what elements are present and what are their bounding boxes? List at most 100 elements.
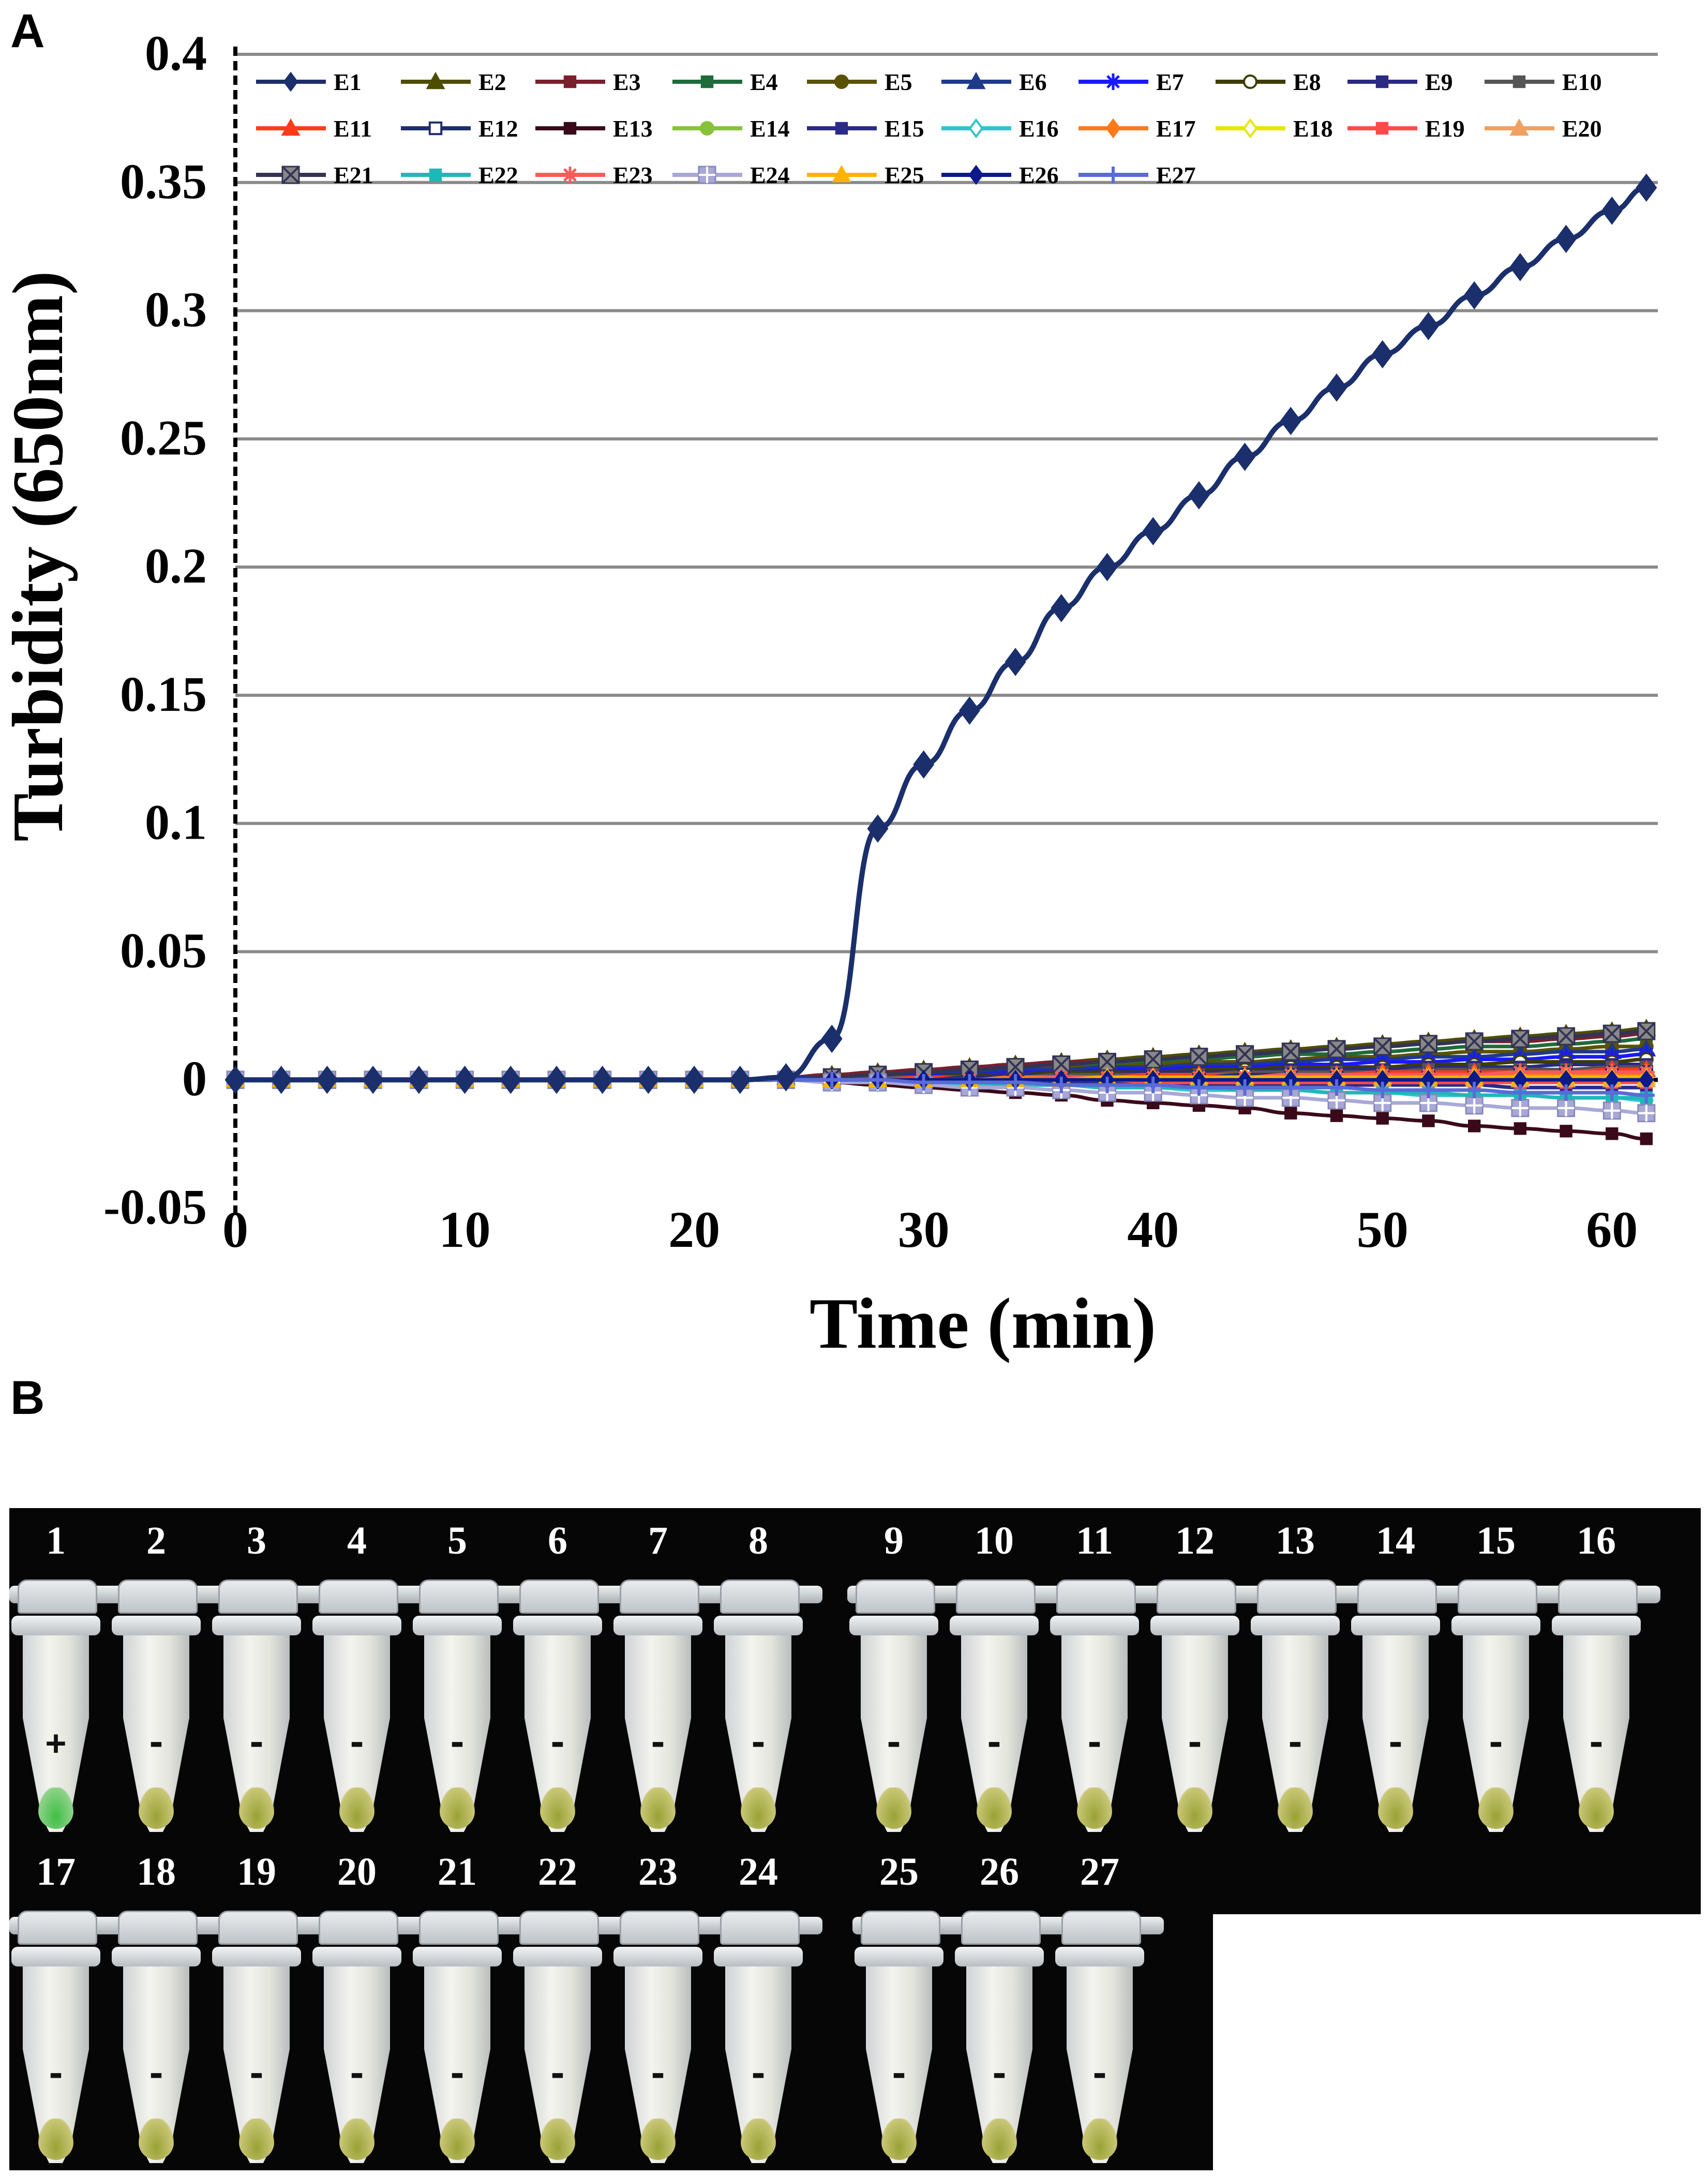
tube-17: 17 - xyxy=(11,1850,100,2170)
tube-ring xyxy=(112,1947,201,1966)
tube-16: 16 - xyxy=(1552,1518,1641,1839)
tube-cap xyxy=(319,1579,398,1614)
legend-label: E13 xyxy=(613,115,653,142)
tube-pellet xyxy=(977,1787,1012,1829)
tube-result-sign: - xyxy=(1285,1723,1306,1763)
legend-label: E26 xyxy=(1019,162,1059,188)
data-point xyxy=(913,750,935,779)
tube-ring xyxy=(212,1947,301,1966)
legend-label: E24 xyxy=(750,162,790,188)
series-E1 xyxy=(224,173,1657,1094)
tube-result-sign: - xyxy=(447,1723,468,1763)
legend-label: E15 xyxy=(885,115,924,142)
series-lines xyxy=(224,173,1657,1145)
data-point xyxy=(637,1065,659,1094)
tube-cap xyxy=(1357,1579,1437,1614)
data-point xyxy=(271,1065,292,1094)
data-point xyxy=(1053,1077,1070,1094)
data-point xyxy=(1602,1024,1621,1043)
tube-result-sign: - xyxy=(1185,1723,1205,1763)
legend-marker xyxy=(1105,167,1121,183)
legend-marker xyxy=(834,74,849,89)
turbidity-chart: -0.05 0 0.05 0.1 0.15 0.2 0.25 0.3 0.35 0.4 0 10 20 3… xyxy=(0,25,1658,1364)
data-point xyxy=(1326,373,1347,402)
legend-label: E16 xyxy=(1019,115,1059,142)
tube-number: 8 xyxy=(748,1519,768,1562)
legend-marker xyxy=(1243,74,1257,89)
tube-13: 13 - xyxy=(1251,1518,1340,1839)
legend-marker xyxy=(563,122,577,135)
tube-pellet xyxy=(239,2119,274,2160)
data-point xyxy=(1422,1114,1435,1127)
tube-ring xyxy=(11,1616,100,1635)
tube-result-sign: - xyxy=(547,1723,568,1763)
data-point xyxy=(1142,517,1164,546)
tube-number: 2 xyxy=(146,1519,166,1562)
tube-pellet xyxy=(982,2119,1017,2160)
tube-number: 5 xyxy=(447,1519,467,1562)
tube-ring xyxy=(855,1947,943,1966)
y-tick-label: 0.2 xyxy=(145,538,207,593)
data-point xyxy=(729,1065,751,1094)
legend-entry-E20: E20 xyxy=(1485,115,1602,142)
x-tick-label: 0 xyxy=(222,1201,248,1258)
y-tick-label: -0.05 xyxy=(103,1179,207,1234)
tube-pellet xyxy=(339,1787,374,1829)
tube-pellet xyxy=(881,2119,917,2160)
data-point xyxy=(500,1065,521,1094)
data-point xyxy=(1511,1030,1530,1048)
data-point xyxy=(1466,1082,1483,1099)
legend-marker xyxy=(281,118,301,136)
panel-a-label: A xyxy=(10,5,45,57)
legend-marker xyxy=(429,168,442,182)
data-point xyxy=(1376,1112,1389,1125)
data-point xyxy=(1637,1022,1656,1040)
legend-entry-E16: E16 xyxy=(941,115,1059,142)
legend-marker xyxy=(563,75,577,88)
tube-ring xyxy=(312,1616,401,1635)
tube-ring xyxy=(312,1947,401,1966)
data-point xyxy=(316,1065,338,1094)
data-point xyxy=(683,1065,705,1094)
legend-entry-E21: E21 xyxy=(256,162,373,188)
tube-ring xyxy=(1050,1616,1139,1635)
tube-number: 25 xyxy=(879,1850,919,1894)
tube-ring xyxy=(413,1616,502,1635)
data-point xyxy=(1511,1084,1529,1101)
y-axis-title: Turbidity (650nm) xyxy=(0,271,78,841)
data-point xyxy=(823,1071,841,1089)
legend-entry-E23: E23 xyxy=(535,162,653,188)
legend-entry-E4: E4 xyxy=(672,69,778,95)
tube-cap xyxy=(1558,1579,1638,1614)
tube-7: 7- xyxy=(613,1518,702,1839)
x-tick-label: 60 xyxy=(1586,1201,1638,1258)
tube-result-sign: - xyxy=(648,2054,668,2094)
data-point xyxy=(958,696,980,725)
tube-cap xyxy=(1056,1579,1136,1614)
tube-cap xyxy=(861,1911,940,1945)
tube-cap xyxy=(118,1911,198,1945)
y-tick-label: 0 xyxy=(182,1051,207,1106)
tube-number: 11 xyxy=(1076,1519,1113,1562)
legend-label: E11 xyxy=(334,115,372,142)
legend-label: E23 xyxy=(613,162,653,188)
legend-label: E4 xyxy=(750,69,778,95)
x-tick-label: 10 xyxy=(439,1201,491,1258)
legend-label: E6 xyxy=(1019,69,1047,95)
tube-ring xyxy=(112,1616,201,1635)
data-point xyxy=(1281,1042,1300,1061)
legend-label: E17 xyxy=(1156,115,1196,142)
data-point xyxy=(1327,1040,1346,1059)
tube-1: 1 + xyxy=(11,1518,100,1839)
tube-ring xyxy=(212,1616,301,1635)
legend-entry-E11: E11 xyxy=(256,115,372,142)
data-point xyxy=(1557,1027,1576,1046)
tube-pellet xyxy=(139,1787,174,1829)
tube-number: 10 xyxy=(975,1519,1014,1562)
data-point xyxy=(454,1065,476,1094)
y-tick-label: 0.15 xyxy=(120,666,207,722)
legend-label: E9 xyxy=(1425,69,1453,95)
data-point xyxy=(1234,442,1256,471)
data-point xyxy=(1236,1079,1253,1096)
tube-number: 26 xyxy=(980,1850,1019,1894)
